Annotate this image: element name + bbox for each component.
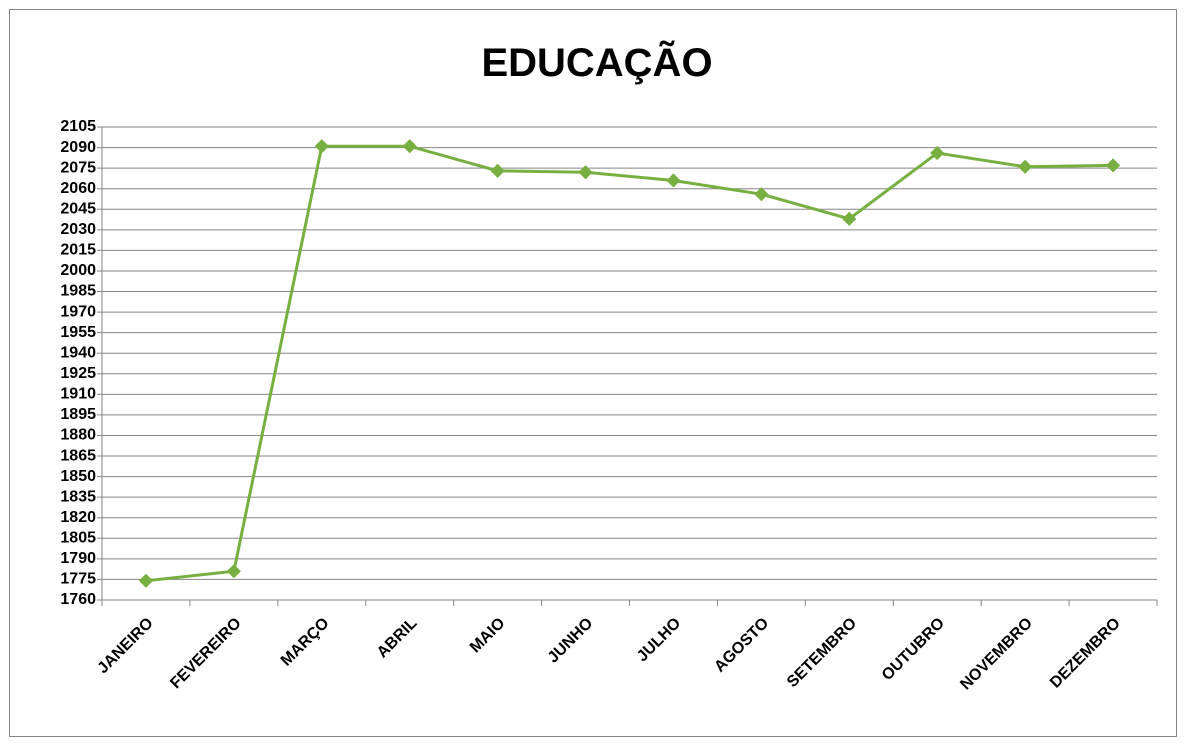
- marker: [578, 165, 593, 180]
- y-tick-label: 1790: [60, 550, 96, 567]
- y-tick-label: 1850: [60, 468, 96, 485]
- y-tick-label: 2015: [60, 242, 96, 259]
- marker: [402, 139, 417, 154]
- y-tick-label: 1805: [60, 530, 96, 547]
- marker: [842, 211, 857, 226]
- y-tick-label: 1940: [60, 344, 96, 361]
- line-series: [145, 144, 1114, 583]
- marker: [930, 145, 945, 161]
- marker: [138, 573, 154, 588]
- y-tick-label: 2045: [60, 200, 96, 217]
- chart-title: EDUCAÇÃO: [481, 39, 712, 85]
- marker: [754, 187, 769, 202]
- y-tick-label: 1895: [60, 406, 96, 423]
- y-tick-label: 2000: [60, 262, 96, 279]
- marker: [314, 139, 329, 154]
- y-tick-label: 1955: [60, 324, 96, 341]
- marker: [226, 564, 241, 579]
- y-tick-label: 1865: [60, 447, 96, 464]
- marker: [666, 173, 681, 188]
- y-tick-label: 1760: [60, 591, 96, 608]
- y-tick-label: 1820: [60, 509, 96, 526]
- y-tick-label: 2105: [60, 118, 96, 135]
- y-tick-label: 2030: [60, 221, 96, 238]
- y-tick-label: 1775: [60, 571, 96, 588]
- chart-frame: [9, 9, 1177, 737]
- y-tick-label: 1925: [60, 365, 96, 382]
- y-tick-label: 2060: [60, 180, 96, 197]
- y-tick-label: 1880: [60, 427, 96, 444]
- y-tick-label: 1910: [60, 386, 96, 403]
- y-tick-label: 1835: [60, 488, 96, 505]
- y-tick-label: 2090: [60, 139, 96, 156]
- marker: [1018, 159, 1033, 174]
- y-tick-label: 1970: [60, 303, 96, 320]
- marker: [490, 163, 505, 178]
- marker: [1105, 158, 1121, 173]
- y-tick-label: 2075: [60, 159, 96, 176]
- y-tick-label: 1985: [60, 283, 96, 300]
